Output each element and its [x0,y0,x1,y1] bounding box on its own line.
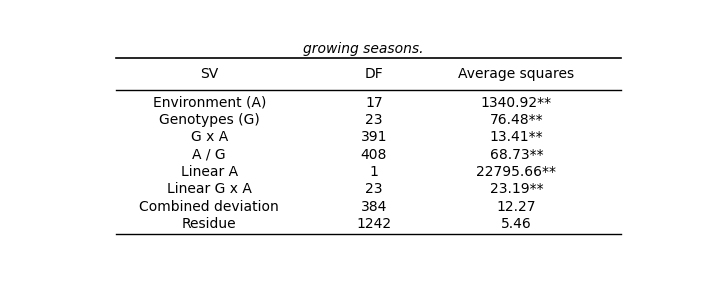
Text: Genotypes (G): Genotypes (G) [159,113,260,127]
Text: 22795.66**: 22795.66** [476,165,556,179]
Text: Residue: Residue [182,217,236,231]
Text: 23.19**: 23.19** [490,182,543,196]
Text: DF: DF [365,67,383,81]
Text: 13.41**: 13.41** [490,131,543,144]
Text: 12.27: 12.27 [497,200,536,214]
Text: 23: 23 [365,113,382,127]
Text: 1: 1 [370,165,378,179]
Text: A / G: A / G [193,148,226,162]
Text: 17: 17 [365,96,382,110]
Text: G x A: G x A [190,131,228,144]
Text: 68.73**: 68.73** [490,148,543,162]
Text: 384: 384 [360,200,387,214]
Text: SV: SV [200,67,218,81]
Text: Linear G x A: Linear G x A [167,182,251,196]
Text: Linear A: Linear A [181,165,238,179]
Text: 5.46: 5.46 [501,217,532,231]
Text: 1242: 1242 [356,217,392,231]
Text: 391: 391 [360,131,387,144]
Text: Average squares: Average squares [458,67,575,81]
Text: 23: 23 [365,182,382,196]
Text: growing seasons.: growing seasons. [302,42,423,56]
Text: 408: 408 [360,148,387,162]
Text: 76.48**: 76.48** [490,113,543,127]
Text: Environment (A): Environment (A) [152,96,266,110]
Text: Combined deviation: Combined deviation [139,200,279,214]
Text: 1340.92**: 1340.92** [481,96,552,110]
